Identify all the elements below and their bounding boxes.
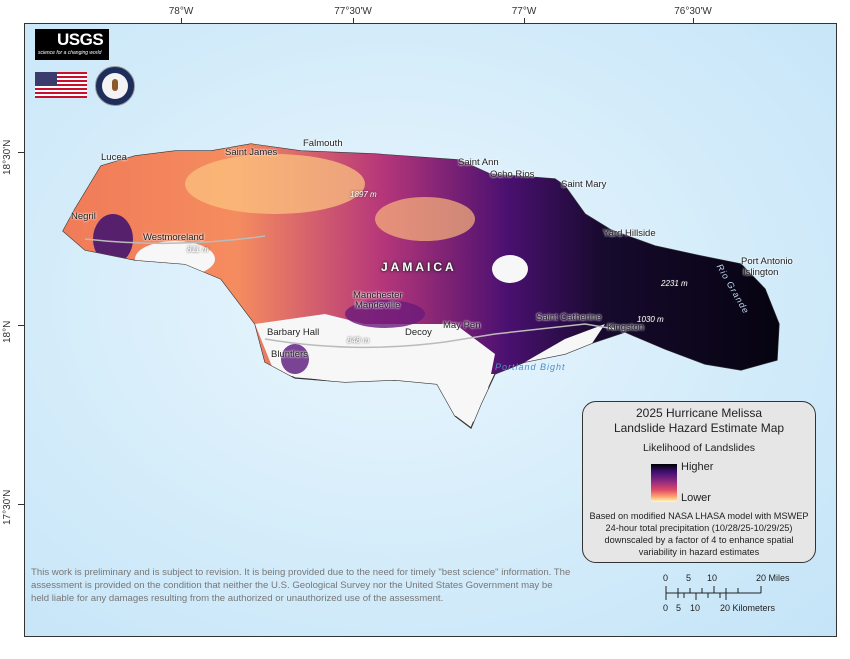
legend-title-line: 2025 Hurricane Melissa bbox=[635, 406, 763, 420]
scale-mile-label: 20 Miles bbox=[756, 573, 790, 583]
tick bbox=[693, 18, 694, 24]
place-label: Decoy bbox=[405, 327, 432, 338]
scale-bar-graphic bbox=[665, 586, 762, 600]
scale-km-label: 5 bbox=[676, 603, 682, 613]
usgs-tagline: science for a changing world bbox=[38, 50, 102, 56]
note-line: downscaled by a factor of 4 to enhance s… bbox=[604, 535, 794, 545]
place-label: Bluntlers bbox=[271, 349, 308, 360]
tick bbox=[18, 325, 24, 326]
us-flag-icon bbox=[35, 72, 87, 98]
latitude-label: 18°30'N bbox=[2, 139, 13, 175]
longitude-label: 78°W bbox=[168, 6, 194, 17]
legend-title-line: Landslide Hazard Estimate Map bbox=[613, 421, 785, 435]
place-label: Islington bbox=[743, 267, 779, 278]
elevation-label: 2231 m bbox=[661, 279, 688, 288]
scale-bar: 0 5 10 20 Miles 0 5 10 20 Kilometers bbox=[660, 569, 810, 619]
usgs-wordmark: USGS bbox=[57, 30, 104, 49]
place-label: Lucea bbox=[101, 152, 127, 163]
scale-km-label: 0 bbox=[663, 603, 669, 613]
state-department-seal-icon bbox=[95, 66, 135, 106]
legend-title: 2025 Hurricane Melissa Landslide Hazard … bbox=[583, 406, 815, 436]
note-line: Based on modified NASA LHASA model with … bbox=[589, 511, 809, 521]
place-label: Barbary Hall bbox=[267, 327, 320, 338]
water-label: Portland Bight bbox=[495, 362, 566, 372]
place-label: Mandeville bbox=[355, 300, 401, 311]
legend-note: Based on modified NASA LHASA model with … bbox=[587, 510, 811, 558]
note-line: 24-hour total precipitation (10/28/25-10… bbox=[605, 523, 793, 533]
place-label: Saint James bbox=[225, 147, 278, 158]
longitude-label: 77°30'W bbox=[334, 6, 372, 17]
map-legend: 2025 Hurricane Melissa Landslide Hazard … bbox=[582, 401, 816, 563]
place-label: May Pen bbox=[443, 320, 481, 331]
place-label: Manchester bbox=[353, 290, 403, 301]
elevation-label: 1030 m bbox=[637, 315, 664, 324]
latitude-label: 18°N bbox=[2, 320, 13, 343]
hazard-map bbox=[62, 143, 780, 429]
longitude-label: 76°30'W bbox=[674, 6, 712, 17]
scale-km-label: 20 Kilometers bbox=[720, 603, 776, 613]
color-ramp bbox=[651, 464, 677, 502]
disclaimer: This work is preliminary and is subject … bbox=[31, 567, 571, 604]
note-line: variability in hazard estimates bbox=[638, 547, 760, 557]
tick bbox=[18, 504, 24, 505]
place-label: Yard Hillside bbox=[603, 228, 656, 239]
latitude-label: 17°30'N bbox=[2, 489, 13, 525]
legend-lower: Lower bbox=[681, 492, 711, 504]
place-label: Port Antonio bbox=[741, 256, 793, 267]
legend-subtitle: Likelihood of Landslides bbox=[642, 442, 756, 454]
place-label: Saint Catherine bbox=[536, 312, 602, 323]
place-label: Westmoreland bbox=[143, 232, 205, 243]
tick bbox=[353, 18, 354, 24]
elevation-label: 1897 m bbox=[350, 190, 377, 199]
scale-mile-label: 5 bbox=[686, 573, 692, 583]
scale-mile-label: 10 bbox=[707, 573, 718, 583]
road bbox=[84, 235, 616, 349]
elevation-label: 811 m bbox=[187, 245, 209, 254]
elevation-label: 848 m bbox=[347, 336, 370, 345]
place-label: Ocho Rios bbox=[490, 169, 535, 180]
usgs-logo: USGS science for a changing world bbox=[35, 29, 109, 60]
country-label: JAMAICA bbox=[381, 260, 457, 274]
place-label: Kingston bbox=[607, 322, 644, 333]
place-label: Falmouth bbox=[303, 138, 343, 149]
legend-higher: Higher bbox=[681, 461, 714, 473]
longitude-label: 77°W bbox=[511, 6, 537, 17]
scale-km-label: 10 bbox=[690, 603, 701, 613]
tick bbox=[181, 18, 182, 24]
place-label: Saint Mary bbox=[561, 179, 607, 190]
scale-mile-label: 0 bbox=[663, 573, 669, 583]
place-label: Saint Ann bbox=[458, 157, 499, 168]
place-label: Negril bbox=[71, 211, 96, 222]
tick bbox=[18, 152, 24, 153]
tick bbox=[524, 18, 525, 24]
map-frame: USGS science for a changing world Lucea … bbox=[24, 23, 837, 637]
